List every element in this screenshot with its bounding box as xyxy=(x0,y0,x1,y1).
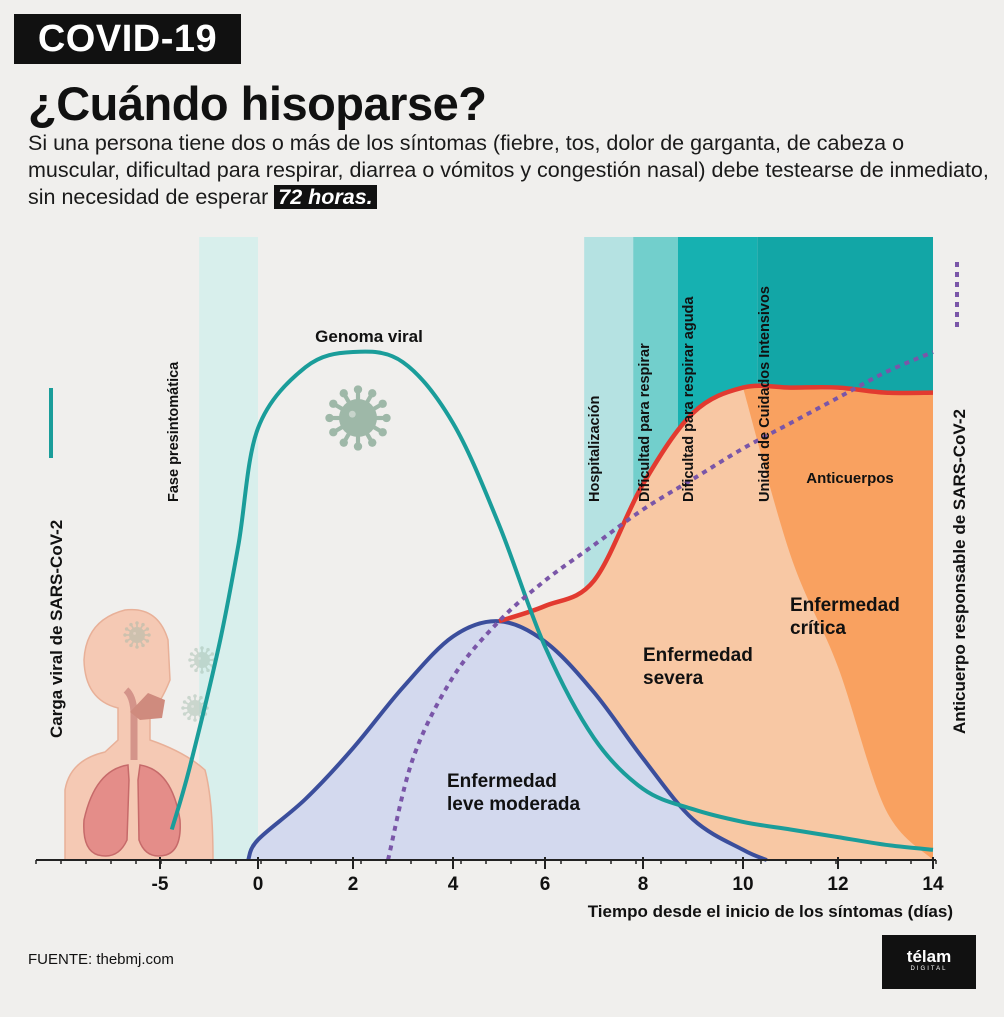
series-lines xyxy=(49,262,959,862)
x-tick-label: 12 xyxy=(827,874,848,895)
small-virus-icon xyxy=(181,694,209,722)
phase-label: Dificultad para respirar xyxy=(637,343,653,502)
right-lung xyxy=(137,764,181,857)
critical-area-label: Enfermedad crítica xyxy=(790,595,900,639)
mild-area xyxy=(248,621,767,860)
x-tick-label: -5 xyxy=(152,874,169,895)
left-lung xyxy=(83,764,130,857)
severe-disease-line xyxy=(498,383,934,624)
small-virus-icon xyxy=(123,621,151,649)
severe-area-label: Enfermedad severa xyxy=(643,645,753,689)
x-tick-label: 8 xyxy=(638,874,649,895)
antibodies-zone-label: Anticuerpos xyxy=(806,470,894,487)
telam-logo: télam DIGITAL xyxy=(882,935,976,989)
x-axis-label: Tiempo desde el inicio de los síntomas (… xyxy=(588,902,953,921)
phase-label: Dificultad para respirar aguda xyxy=(681,296,697,502)
covid-badge: COVID-19 xyxy=(14,14,241,64)
chart-labels: Fase presintomática Hospitalización Dificu… xyxy=(47,286,969,815)
x-tick-label: 0 xyxy=(253,874,264,895)
patient-illustration xyxy=(64,608,214,861)
right-axis-label: Anticuerpo responsable de SARS-CoV-2 xyxy=(950,409,969,734)
subtitle-text: Si una persona tiene dos o más de los sí… xyxy=(28,131,989,209)
source-note: FUENTE: thebmj.com xyxy=(28,951,174,968)
critical-area xyxy=(743,387,933,860)
x-axis: -5 0 2 4 6 8 10 12 14 Tiempo desde el inicio de l… xyxy=(35,857,953,921)
viral-genome-label: Genoma viral xyxy=(315,327,423,346)
x-tick-label: 10 xyxy=(732,874,753,895)
page-title: ¿Cuándo hisoparse? xyxy=(28,77,487,130)
small-virus-icon xyxy=(188,646,216,674)
logo-sub: DIGITAL xyxy=(910,966,948,972)
left-axis-label: Carga viral de SARS-CoV-2 xyxy=(47,520,66,738)
phase-label: Hospitalización xyxy=(587,396,603,502)
logo-name: télam xyxy=(906,947,952,966)
x-tick-label: 14 xyxy=(922,874,944,895)
phase-label: Unidad de Cuidados Intensivos xyxy=(757,286,773,502)
x-tick-label: 4 xyxy=(448,874,459,895)
subtitle-highlight: 72 horas. xyxy=(274,185,377,209)
virus-icons xyxy=(123,385,391,722)
viral-genome-line xyxy=(169,349,934,852)
page-subtitle: Si una persona tiene dos o más de los sí… xyxy=(28,130,998,211)
virus-icon xyxy=(325,385,391,451)
mouth-cavity xyxy=(130,693,165,720)
x-tick-label: 2 xyxy=(348,874,359,895)
disease-areas xyxy=(248,385,933,860)
mild-area-label: Enfermedad leve moderada xyxy=(447,771,580,815)
phase-label: Fase presintomática xyxy=(166,361,182,502)
x-tick-label: 6 xyxy=(540,874,551,895)
phase-band-0 xyxy=(199,237,258,860)
